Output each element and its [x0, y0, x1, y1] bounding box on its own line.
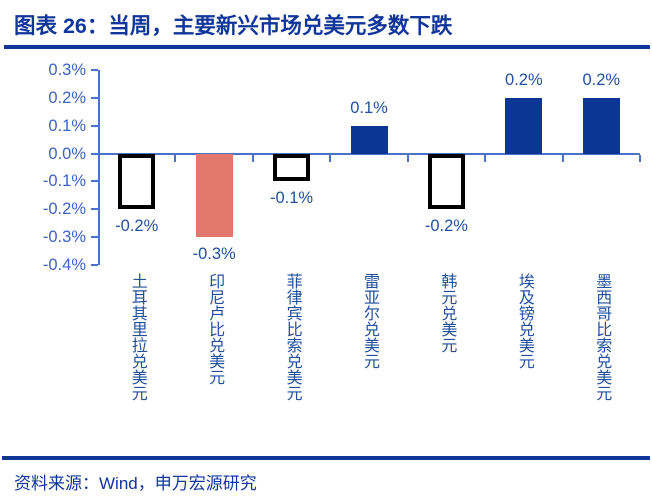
x-axis-category-label-4: 雷亚尔兑美元 — [361, 273, 378, 369]
left-frame-spacer — [2, 45, 4, 460]
data-label-6: 0.2% — [505, 70, 543, 89]
x-axis-tick — [251, 154, 254, 162]
y-axis-tick — [91, 180, 98, 183]
y-axis-line — [98, 70, 100, 265]
x-axis-tick — [561, 154, 564, 162]
y-axis-tick — [91, 69, 98, 71]
y-axis-tick — [91, 96, 98, 99]
plot-area: 0.3% 0.2% 0.1% 0.0% -0.1% -0.2% -0.3% -0.4% -0.2… — [0, 49, 652, 454]
y-axis-tick — [91, 124, 98, 127]
y-axis-tick-label: -0.4% — [42, 256, 86, 274]
bar-3 — [273, 153, 311, 182]
data-label-2: -0.3% — [192, 245, 236, 264]
x-axis-tick — [639, 154, 641, 162]
x-axis-category-label-6: 埃及镑兑美元 — [515, 273, 533, 369]
x-axis-category-label-3: 菲律宾比索兑美元 — [283, 273, 301, 401]
title-divider — [2, 45, 650, 49]
x-axis-category-label-7: 墨西哥比索兑美元 — [593, 273, 611, 401]
bar-5 — [427, 153, 465, 210]
zero-baseline — [98, 152, 640, 155]
x-axis-tick — [484, 154, 487, 162]
x-axis-category-label-1: 土耳其里拉兑美元 — [128, 273, 146, 401]
bar-1 — [118, 153, 156, 210]
data-label-1: -0.2% — [115, 217, 159, 236]
y-axis-tick-label: -0.3% — [42, 228, 86, 247]
bar-4 — [350, 125, 388, 154]
bar-2 — [195, 153, 233, 238]
page-title: 图表 26：当周，主要新兴市场兑美元多数下跌 — [14, 14, 453, 38]
y-axis-tick-label: 0.2% — [48, 88, 86, 107]
bar-6 — [505, 97, 543, 154]
bar-7 — [582, 97, 620, 154]
source-note: 资料来源：Wind，申万宏源研究 — [14, 474, 257, 493]
y-axis-tick — [91, 152, 98, 155]
y-axis-tick-label: 0.0% — [48, 144, 86, 163]
x-axis-category-label-5: 韩元兑美元 — [438, 273, 456, 353]
y-axis-tick-label: 0.1% — [48, 116, 86, 135]
data-label-5: -0.2% — [424, 217, 468, 236]
x-axis-tick — [174, 154, 177, 162]
y-axis-tick-label: -0.1% — [42, 172, 86, 191]
x-axis-category-label-2: 印尼卢比兑美元 — [206, 273, 224, 385]
footer-divider — [2, 456, 650, 460]
y-axis-tick — [91, 208, 98, 211]
data-label-3: -0.1% — [270, 189, 314, 208]
y-axis-tick — [91, 236, 98, 239]
data-label-7: 0.2% — [582, 70, 621, 89]
y-axis-tick-label: 0.3% — [48, 61, 86, 79]
x-axis-tick — [329, 154, 332, 162]
y-axis-tick-label: -0.2% — [42, 200, 86, 219]
data-label-4: 0.1% — [350, 98, 388, 117]
y-axis-tick — [91, 264, 98, 266]
chart-title-row: 图表 26：当周，主要新兴市场兑美元多数下跌 — [0, 0, 652, 46]
x-axis-tick — [406, 154, 409, 162]
